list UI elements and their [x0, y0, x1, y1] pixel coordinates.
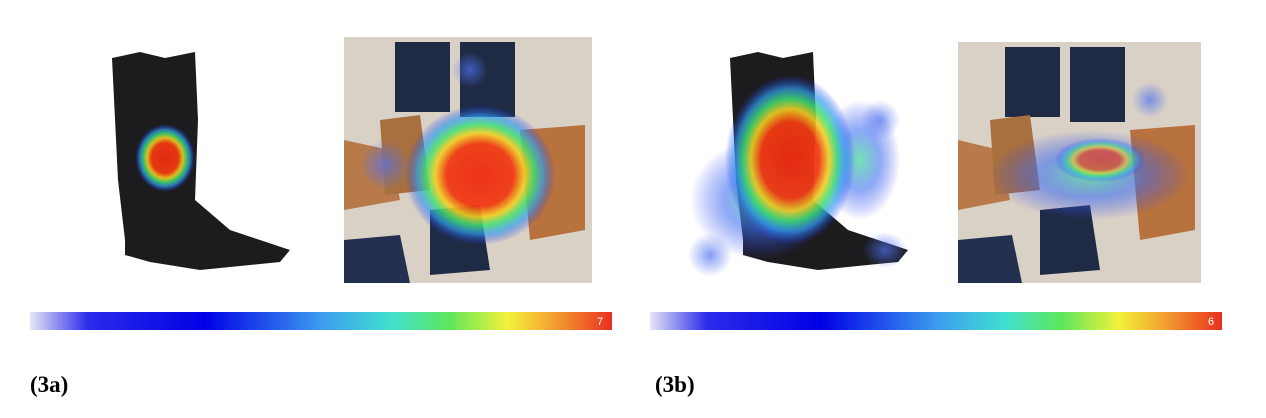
panel-label: (3b) [655, 372, 695, 397]
shoe-photo [344, 37, 592, 283]
colorbar-max: 7 [597, 316, 603, 328]
heatmap [688, 75, 907, 277]
colorbar [650, 312, 1222, 330]
colorbar-max: 6 [1208, 316, 1214, 328]
colorbar [30, 312, 612, 330]
shoe-photo [958, 42, 1201, 283]
panel-a: 7 (3a) [30, 37, 612, 397]
panel-b: 6 (3b) [650, 42, 1222, 397]
heatmap-spot [135, 124, 195, 192]
boot [112, 52, 290, 270]
panel-label: (3a) [30, 372, 68, 397]
